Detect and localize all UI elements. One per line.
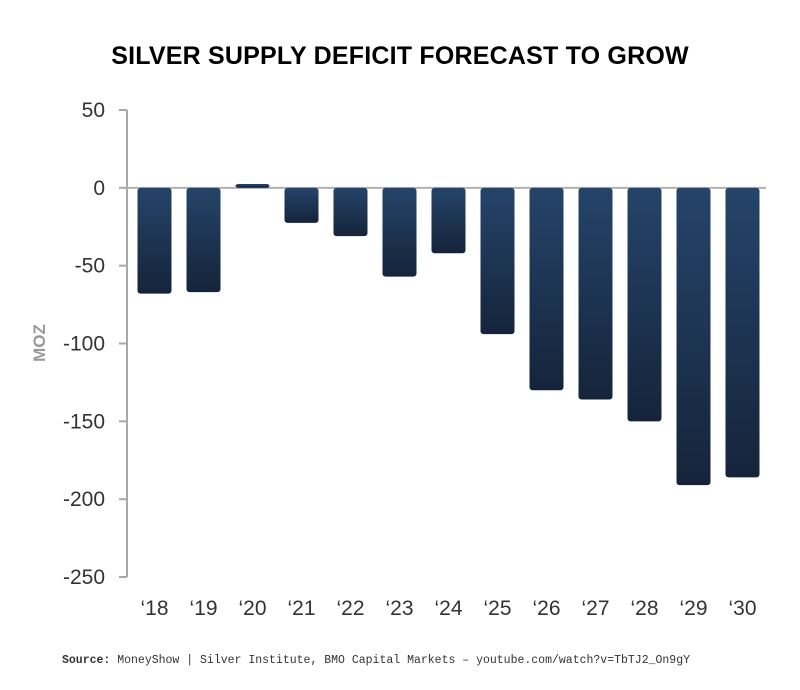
x-tick-label: ‘20 [238,597,266,620]
bar-28 [627,187,662,422]
bar-27 [578,187,613,400]
y-tick-label: -250 [63,566,105,589]
bar-30 [725,187,760,478]
source-label: Source: [62,654,111,667]
bar-22 [333,187,368,237]
y-tick-label: -150 [63,410,105,433]
x-tick-label: ‘19 [189,597,217,620]
bar-23 [382,187,417,277]
y-tick-label: -50 [75,255,105,278]
bar-25 [480,187,515,335]
x-tick-label: ‘25 [483,597,511,620]
bar-21 [284,187,319,223]
x-tick-label: ‘29 [679,597,707,620]
bar-24 [431,187,466,254]
y-axis-label: MOZ [30,324,49,362]
y-tick-label: 50 [82,99,105,122]
x-tick-label: ‘21 [287,597,315,620]
chart-title: SILVER SUPPLY DEFICIT FORECAST TO GROW [111,42,689,70]
y-tick-label: 0 [93,177,105,200]
x-tick-label: ‘28 [630,597,658,620]
x-tick-label: ‘22 [336,597,364,620]
bar-18 [137,187,172,294]
y-tick-label: -100 [63,333,105,356]
x-tick-label: ‘23 [385,597,413,620]
x-tick-label: ‘24 [434,597,462,620]
x-tick-label: ‘26 [532,597,560,620]
source-text: MoneyShow | Silver Institute, BMO Capita… [117,654,691,667]
x-tick-label: ‘27 [581,597,609,620]
y-tick-label: -200 [63,488,105,511]
bar-19 [186,187,221,293]
x-tick-label: ‘30 [728,597,756,620]
source-note: Source: MoneyShow | Silver Institute, BM… [62,654,690,667]
bar-20 [235,183,270,188]
bar-29 [676,187,711,486]
x-tick-label: ‘18 [140,597,168,620]
bar-26 [529,187,564,391]
